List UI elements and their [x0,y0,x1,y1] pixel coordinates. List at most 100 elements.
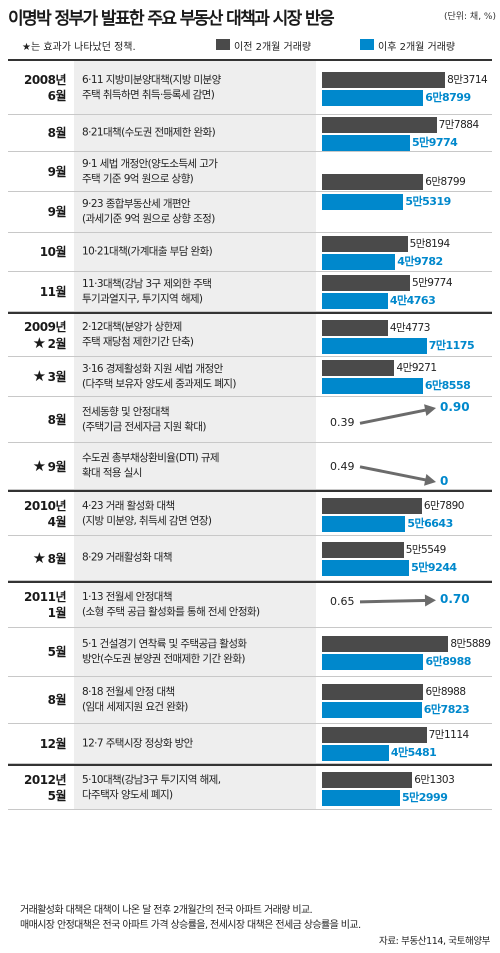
star-icon: ★ [32,333,46,352]
month-label: 6월 [47,88,67,104]
date-cell: 9월 [8,192,74,232]
rate-end-label: 0.90 [440,400,470,414]
month-label: 8월 [47,412,67,428]
bar-after [322,293,388,309]
policy-description-line: 11·3대책(강남 3구 제외한 주택 [82,277,212,290]
month-label: 12월 [39,736,67,752]
policy-description-line: 10·21대책(가계대출 부담 완화) [82,245,213,258]
policy-table: 2008년 6월 6·11 지방미분양대책(지방 미분양 주택 취득하면 취득·등록세… [8,59,492,900]
bar-after [322,654,424,670]
chart-cell: 8만5889 6만8988 [316,628,492,676]
bar-before [322,542,404,558]
policy-description: 9·1 세법 개정안(양도소득세 고가 주택 기준 9억 원으로 상향) [82,157,314,187]
policy-description-line: 5·1 건설경기 연착륙 및 주택공급 활성화 [82,638,247,650]
value-label-before: 7만1114 [428,729,470,741]
policy-description: 6·11 지방미분양대책(지방 미분양 주택 취득하면 취득·등록세 감면) [82,73,314,103]
value-label-after: 4만9782 [397,255,443,268]
date-cell: ★ 3월 [8,357,74,396]
bar-before [322,727,427,743]
table-row: 10월 10·21대책(가계대출 부담 완화) 5만8194 4만9782 [8,233,492,272]
policy-description-line: (소형 주택 공급 활성화를 통해 전세 안정화) [82,606,260,618]
month-label: ★ 2월 [32,333,67,352]
star-icon: ★ [32,367,46,385]
chart-cell: 4만4773 7만1175 [316,314,492,356]
bar-before [322,72,446,88]
policy-description-line: 8·21대책(수도권 전매제한 완화) [82,126,216,139]
date-cell: 12월 [8,724,74,763]
chart-cell: 6만8988 6만7823 [316,677,492,723]
policy-description: 9·23 종합부동산세 개편안 (과세기준 9억 원으로 상향 조정) [82,197,314,227]
bar-after [322,790,400,806]
month-text: 5월 [47,788,67,803]
footnote-line-2: 매매시장 안정대책은 전국 아파트 가격 상승률을, 전세시장 대책은 전세금 … [20,920,361,931]
policy-description: 5·10대책(강남3구 투기지역 해제, 다주택자 양도세 폐지) [82,773,314,803]
bar-after [322,338,427,354]
arrow-head-icon [424,594,436,607]
rate-start-label: 0.65 [330,594,355,608]
value-label-after: 6만7823 [423,703,470,716]
value-label-after: 5만2999 [401,791,448,804]
policy-description: 11·3대책(강남 3구 제외한 주택 투기과열지구, 투기지역 해제) [82,277,314,307]
bar-after [322,560,410,576]
chart-cell: 0.39 0.90 [316,397,492,442]
legend: ★는 효과가 나타났던 정책. 이전 2개월 거래량 이후 2개월 거래량 [0,34,500,56]
chart-cell: 7만1114 4만5481 [316,724,492,763]
policy-description-line: 12·7 주택시장 정상화 방안 [82,737,193,749]
date-cell: 2012년 5월 [8,766,74,809]
policy-description-line: 주택 재당첨 제한기간 단축) [82,336,194,348]
bar-before [322,772,413,788]
bar-after [322,254,396,270]
chart-cell: 4만9271 6만8558 [316,357,492,396]
policy-description: 10·21대책(가계대출 부담 완화) [82,245,314,260]
value-label-after: 6만8988 [425,655,471,668]
month-text: 8월 [47,551,67,566]
policy-description-line: 4·23 거래 활성화 대책 [82,499,175,512]
value-label-after: 7만1175 [428,339,475,352]
bar-before [322,498,422,514]
policy-description-line: 전세동향 및 안정대책 [82,405,170,418]
policy-description-line: 2·12대책(분양가 상한제 [82,321,182,333]
policy-description-line: 수도권 총부채상환비율(DTI) 규제 [82,452,220,464]
arrow-head-icon [424,473,436,486]
year-label: 2011년 [24,590,66,604]
legend-before-swatch [216,39,230,50]
bar-after [322,702,422,718]
chart-cell: 7만7884 5만9774 [316,115,492,151]
footnote: 거래활성화 대책은 대책이 나온 달 전후 2개월간의 전국 아파트 거래량 비… [20,903,496,933]
chart-cell: 8만3714 6만8799 [316,61,492,114]
table-row: 8월 8·21대책(수도권 전매제한 완화) 7만7884 5만9774 [8,115,492,152]
value-label-after: 4만4763 [389,294,436,307]
policy-description: 전세동향 및 안정대책 (주택기금 전세자금 지원 확대) [82,405,314,435]
value-label-before: 5만9774 [411,277,453,289]
month-text: 6월 [47,88,67,103]
chart-cell: 0.49 0 [316,443,492,489]
value-label-before: 5만8194 [409,238,451,250]
month-text: 4월 [47,514,67,529]
month-text: 3월 [47,370,67,384]
date-cell: 5월 [8,628,74,676]
date-cell: 10월 [8,233,74,271]
policy-description: 8·21대책(수도권 전매제한 완화) [82,126,314,141]
month-text: 12월 [39,736,67,751]
date-cell: 11월 [8,272,74,311]
month-text: 8월 [47,412,67,427]
policy-description-line: 1·13 전월세 안정대책 [82,591,172,603]
month-label: ★ 3월 [32,367,67,385]
arrow-head-icon [424,404,436,417]
bar-before [322,684,424,700]
policy-description: 8·29 거래활성화 대책 [82,551,314,566]
date-cell: 8월 [8,115,74,151]
legend-after-swatch [360,39,374,50]
month-label: 11월 [40,284,67,300]
year-label: 2010년 [24,498,66,513]
month-text: 2월 [47,336,67,351]
month-label: 8월 [48,125,67,141]
policy-description-line: 9·23 종합부동산세 개편안 [82,198,191,210]
month-label: 5월 [48,644,67,660]
bar-after [322,135,410,151]
date-cell: 8월 [8,677,74,723]
legend-after-label: 이후 2개월 거래량 [378,42,456,53]
value-label-after: 4만5481 [390,746,437,759]
table-row: 11월 11·3대책(강남 3구 제외한 주택 투기과열지구, 투기지역 해제) 5만… [8,272,492,312]
